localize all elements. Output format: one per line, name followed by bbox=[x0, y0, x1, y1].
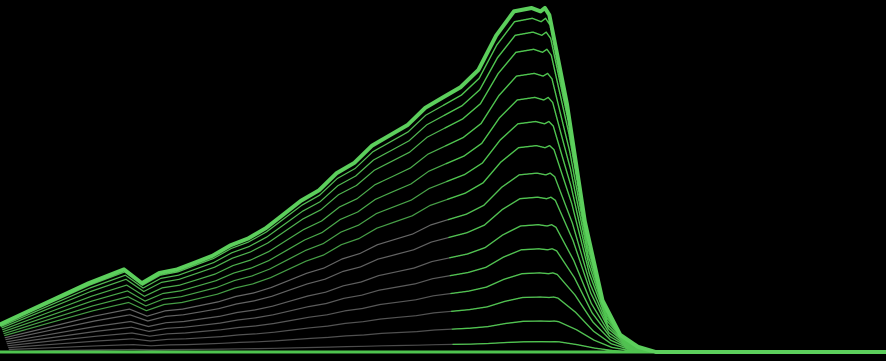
series-line-peak bbox=[446, 120, 886, 353]
series-line bbox=[8, 320, 886, 353]
series-line bbox=[0, 7, 886, 353]
series-line-peak bbox=[443, 31, 886, 353]
series-line-peak bbox=[447, 172, 886, 353]
series-line bbox=[6, 248, 886, 353]
series-line-peak bbox=[444, 48, 886, 353]
series-line bbox=[0, 31, 886, 353]
series-line-peak bbox=[449, 224, 886, 353]
series-line-peak bbox=[445, 96, 886, 353]
series-line bbox=[0, 17, 886, 353]
series-line-peak bbox=[451, 296, 886, 353]
series-line bbox=[4, 145, 886, 353]
series-line-peak bbox=[447, 144, 886, 353]
series-line-peak bbox=[451, 320, 886, 353]
series-line-peak bbox=[448, 196, 886, 353]
series-line bbox=[2, 96, 886, 353]
series-line-peak bbox=[445, 72, 886, 353]
series-line-peak bbox=[443, 17, 886, 353]
series-line-peak bbox=[449, 248, 886, 353]
series-line-peak bbox=[450, 272, 886, 353]
front-series-line bbox=[0, 6, 886, 354]
